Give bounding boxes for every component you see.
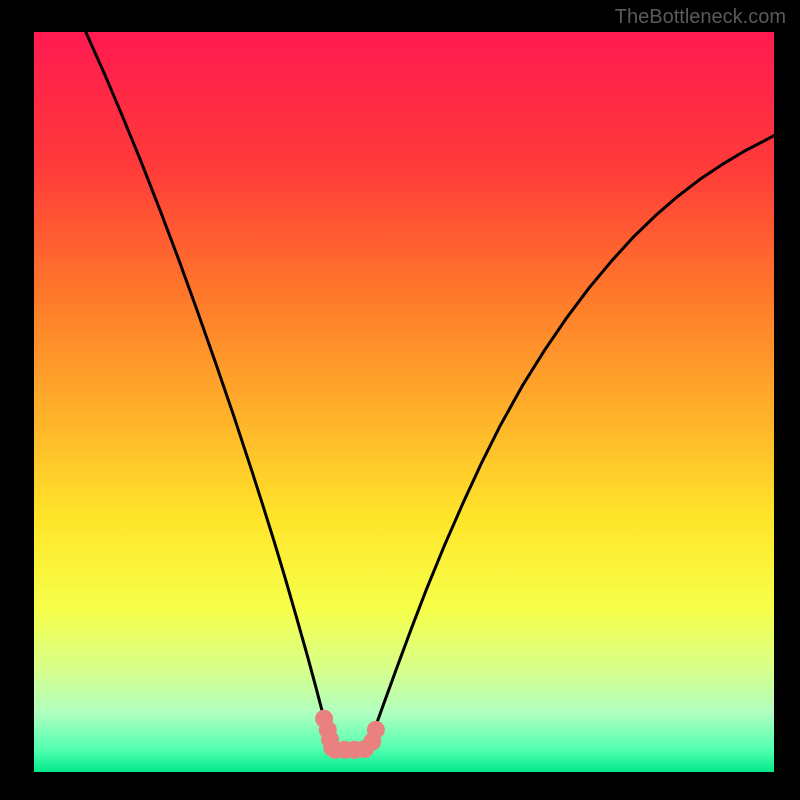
marker-dot bbox=[367, 721, 385, 739]
plot-area bbox=[34, 32, 774, 772]
gradient-background bbox=[34, 32, 774, 772]
watermark-text: TheBottleneck.com bbox=[615, 6, 786, 29]
chart-svg bbox=[34, 32, 774, 772]
